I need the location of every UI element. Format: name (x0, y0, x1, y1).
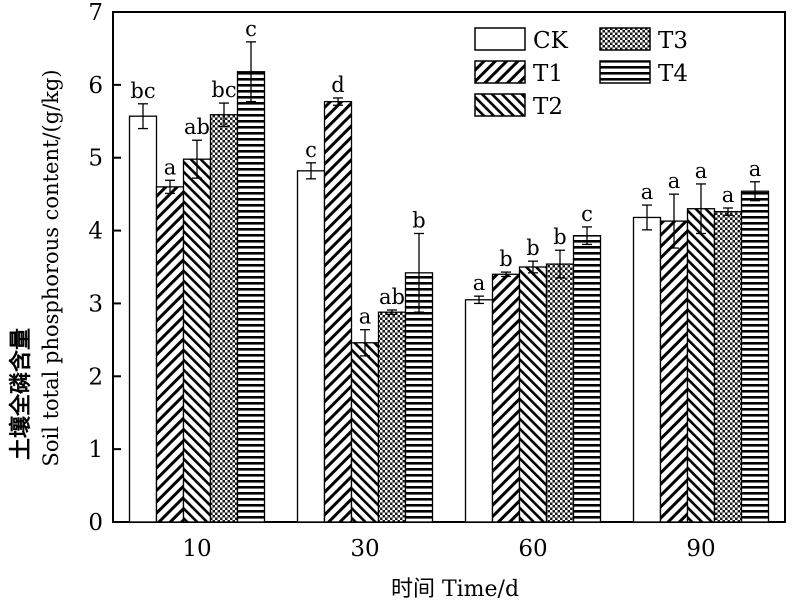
bar-t4-10 (236, 71, 266, 523)
significance-label: a (164, 155, 177, 179)
significance-label: c (581, 202, 593, 226)
bar-t1-90 (659, 220, 689, 523)
significance-label: ab (379, 285, 405, 309)
significance-label: a (722, 183, 735, 207)
bar-t2-60 (518, 266, 548, 523)
bar-t3-60 (545, 263, 575, 523)
bar-ck-30 (296, 170, 326, 523)
significance-label: a (668, 169, 681, 193)
bar-t1-30 (323, 100, 353, 523)
bar-ck-90 (632, 216, 662, 523)
y-tick-label: 4 (88, 219, 103, 245)
legend: CK T1 T2 T3 T4 (474, 27, 688, 120)
plot-frame (112, 11, 786, 523)
significance-label: b (526, 236, 539, 260)
y-axis-label: Soil total phosphorous content/(g/kg) (39, 69, 63, 466)
y-axis-label-cn: 土壤全磷含量 (8, 328, 34, 460)
x-tick-label: 10 (182, 536, 211, 562)
bar-ck-10 (128, 115, 158, 523)
bar-t2-10 (182, 158, 212, 523)
significance-label: c (245, 17, 257, 41)
legend-label-t4: T4 (658, 61, 688, 87)
legend-swatch-ck (474, 27, 526, 51)
y-tick-label: 1 (88, 437, 103, 463)
significance-label: ab (184, 115, 210, 139)
legend-label-t1: T1 (533, 61, 563, 87)
y-tick-label: 3 (88, 291, 103, 317)
x-tick-label: 30 (350, 536, 379, 562)
significance-label: a (749, 157, 762, 181)
y-tick-label: 6 (88, 73, 103, 99)
significance-label: a (695, 159, 708, 183)
y-tick-label: 2 (88, 364, 103, 390)
significance-label: bc (130, 79, 155, 103)
significance-label: b (553, 225, 566, 249)
bar-t4-60 (572, 235, 602, 523)
significance-label: b (499, 247, 512, 271)
bar-t2-30 (350, 342, 380, 523)
significance-label: a (473, 271, 486, 295)
y-tick-label: 7 (88, 0, 103, 26)
bar-t4-90 (740, 190, 770, 523)
legend-label-t3: T3 (658, 28, 688, 54)
legend-label-t2: T2 (533, 94, 563, 120)
legend-swatch-t2 (474, 93, 526, 117)
legend-swatch-t4 (599, 60, 651, 84)
x-axis-label: 时间 Time/d (391, 577, 519, 602)
bar-ck-60 (464, 299, 494, 523)
x-tick-label: 60 (518, 536, 547, 562)
legend-label-ck: CK (533, 28, 569, 54)
significance-label: a (641, 180, 654, 204)
bar-t3-90 (713, 210, 743, 523)
legend-swatch-t3 (599, 27, 651, 51)
y-tick-label: 5 (88, 146, 103, 172)
bar-t3-30 (377, 311, 407, 523)
bar-t3-10 (209, 114, 239, 523)
bar-t1-10 (155, 186, 185, 523)
legend-swatch-t1 (474, 60, 526, 84)
y-tick-label: 0 (88, 510, 103, 536)
bar-t2-90 (686, 208, 716, 523)
significance-label: d (331, 73, 344, 97)
significance-label: c (305, 138, 317, 162)
bar-t4-30 (404, 272, 434, 523)
bar-t1-60 (491, 273, 521, 523)
x-tick-label: 90 (686, 536, 715, 562)
significance-label: a (359, 305, 372, 329)
significance-label: b (412, 208, 425, 232)
significance-label: bc (211, 78, 236, 102)
